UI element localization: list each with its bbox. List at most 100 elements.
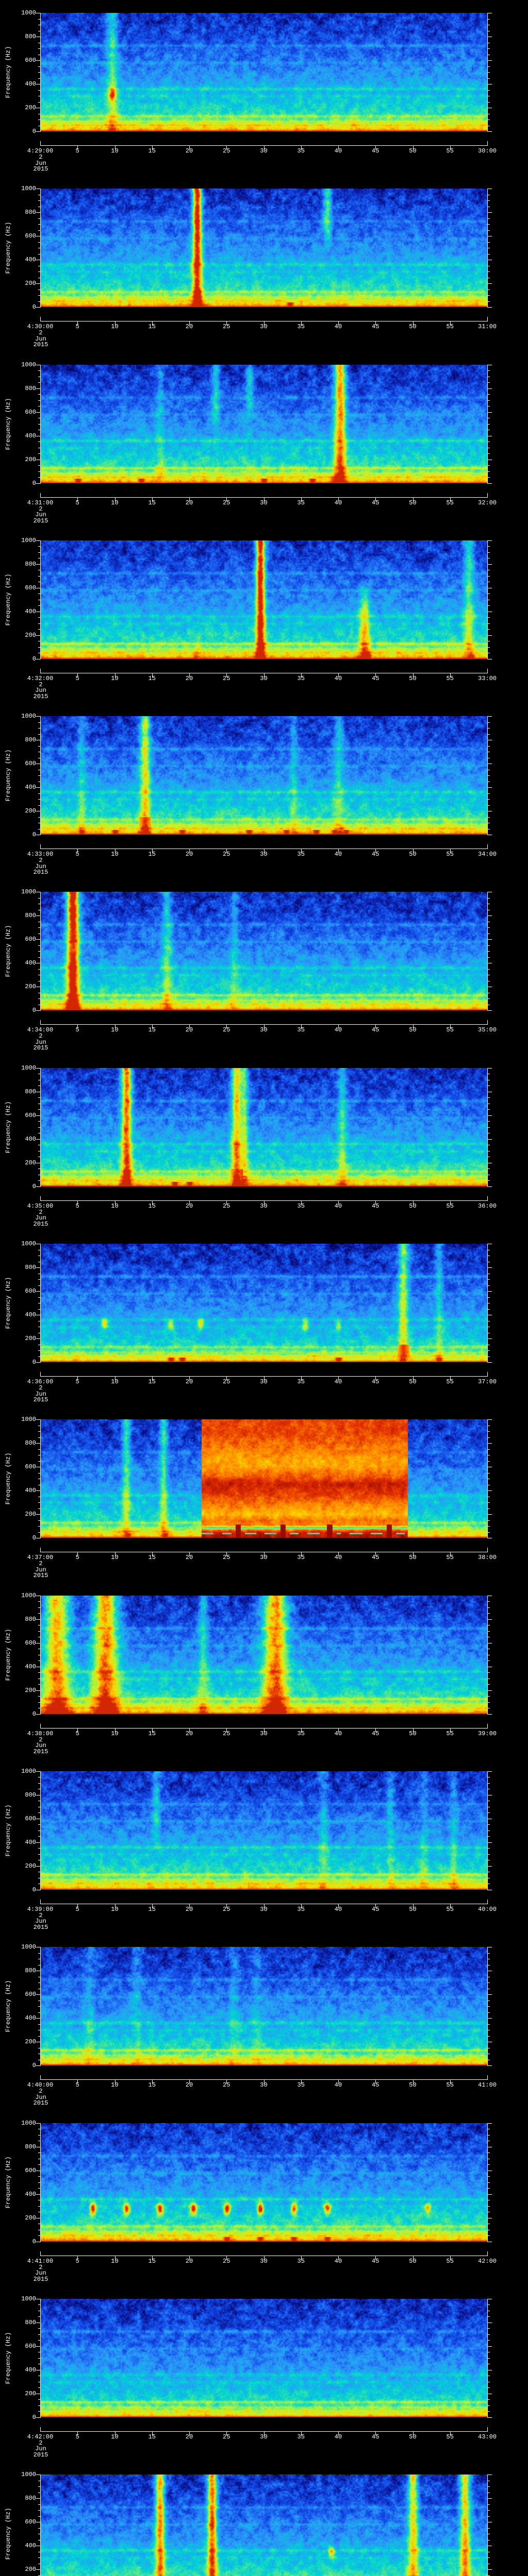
date-label: 2 — [39, 154, 43, 161]
y-tick-mark — [36, 1443, 40, 1444]
y-tick-mark — [488, 1619, 492, 1620]
y-tick-mark — [488, 1866, 492, 1867]
x-tick-label: 5 — [75, 147, 79, 155]
x-tick-mark — [263, 321, 265, 326]
x-tick-label: 30 — [260, 2081, 268, 2089]
x-tick-mark — [114, 2080, 116, 2084]
y-tick-mark — [488, 951, 490, 952]
y-tick-mark — [488, 200, 490, 201]
date-label: 2015 — [33, 1396, 48, 1404]
y-tick-label: 0 — [32, 1007, 36, 1014]
x-tick-mark — [263, 146, 265, 149]
x-tick-mark — [114, 2256, 116, 2260]
y-tick-mark — [38, 200, 40, 201]
x-tick-label: 35 — [297, 1378, 305, 1386]
y-tick-label: 600 — [25, 1639, 36, 1647]
date-label: 2 — [39, 1736, 43, 1743]
y-tick-mark — [488, 1690, 492, 1691]
x-tick-mark — [412, 849, 414, 853]
y-tick-mark — [36, 2498, 40, 2499]
y-tick-mark — [38, 78, 40, 79]
y-axis-label: Frequency (Hz) — [5, 749, 12, 802]
y-tick-label: 600 — [25, 760, 36, 768]
x-tick-label: 25 — [223, 1026, 230, 1034]
x-tick-mark — [412, 497, 414, 501]
y-tick-mark — [36, 2123, 40, 2124]
x-end-time-label: 38:00 — [477, 1554, 497, 1562]
y-tick-label: 200 — [25, 104, 36, 111]
y-tick-mark — [488, 2134, 490, 2136]
x-tick-mark — [189, 673, 190, 677]
y-tick-mark — [488, 2176, 490, 2177]
y-axis-label: Frequency (Hz) — [5, 2332, 12, 2384]
y-tick-mark — [38, 2188, 40, 2189]
x-tick-label: 15 — [148, 851, 156, 858]
y-tick-mark — [488, 1953, 490, 1954]
x-tick-label: 50 — [409, 1202, 417, 1210]
y-tick-mark — [38, 224, 40, 225]
y-tick-mark — [38, 1309, 40, 1310]
x-tick-label: 35 — [297, 1905, 305, 1913]
x-tick-label: 30 — [260, 2257, 268, 2265]
x-tick-mark — [114, 497, 116, 501]
y-tick-label: 800 — [25, 384, 36, 392]
x-tick-mark — [226, 1377, 227, 1381]
x-tick-label: 5 — [75, 674, 79, 682]
x-tick-mark — [77, 1728, 78, 1732]
y-tick-mark — [38, 253, 40, 255]
y-tick-mark — [488, 1532, 490, 1533]
y-tick-mark — [488, 2024, 490, 2025]
spectrogram-heatmap — [41, 716, 487, 835]
x-tick-mark — [40, 141, 41, 145]
y-tick-mark — [488, 2387, 490, 2388]
y-tick-mark — [488, 1109, 490, 1110]
y-tick-mark — [488, 1309, 490, 1310]
y-tick-label: 0 — [32, 1534, 36, 1542]
y-tick-label: 600 — [25, 2166, 36, 2174]
x-tick-label: 50 — [409, 2433, 417, 2441]
y-tick-mark — [36, 1267, 40, 1268]
x-tick-mark — [487, 844, 488, 849]
y-tick-mark — [488, 2346, 492, 2347]
y-tick-label: 1000 — [21, 185, 36, 193]
y-tick-label: 0 — [32, 479, 36, 487]
x-tick-mark — [450, 497, 451, 501]
x-tick-mark — [338, 849, 339, 853]
x-tick-mark — [338, 1200, 339, 1205]
x-tick-mark — [450, 1200, 451, 1205]
y-tick-mark — [488, 546, 490, 547]
y-tick-mark — [488, 295, 490, 296]
y-axis-line-right — [487, 540, 488, 659]
x-tick-mark — [226, 146, 227, 149]
x-tick-label: 35 — [297, 1730, 305, 1737]
x-tick-mark — [412, 2256, 414, 2260]
y-tick-mark — [36, 2346, 40, 2347]
y-tick-label: 800 — [25, 209, 36, 216]
y-tick-mark — [488, 1279, 490, 1280]
y-tick-mark — [488, 1631, 490, 1632]
y-tick-label: 400 — [25, 1487, 36, 1495]
y-tick-mark — [488, 382, 490, 383]
x-tick-mark — [40, 1196, 41, 1200]
y-tick-mark — [488, 1139, 492, 1140]
y-tick-mark — [488, 1490, 492, 1492]
y-tick-mark — [38, 2411, 40, 2412]
y-tick-mark — [38, 2557, 40, 2558]
y-tick-label: 1000 — [21, 9, 36, 16]
x-tick-mark — [338, 1025, 339, 1029]
x-tick-mark — [189, 1025, 190, 1029]
spectrogram-heatmap — [41, 1419, 487, 1538]
x-tick-mark — [114, 321, 116, 326]
y-tick-label: 0 — [32, 655, 36, 663]
x-tick-label: 25 — [223, 1730, 230, 1737]
x-tick-mark — [189, 2256, 190, 2260]
x-tick-label: 35 — [297, 1026, 305, 1034]
y-tick-mark — [38, 1180, 40, 1181]
x-tick-label: 45 — [372, 1730, 380, 1737]
date-label: Jun — [35, 1038, 46, 1046]
y-axis-label: Frequency (Hz) — [5, 925, 12, 977]
y-tick-label: 200 — [25, 631, 36, 639]
x-tick-mark — [412, 1200, 414, 1205]
x-tick-mark — [301, 1552, 302, 1556]
